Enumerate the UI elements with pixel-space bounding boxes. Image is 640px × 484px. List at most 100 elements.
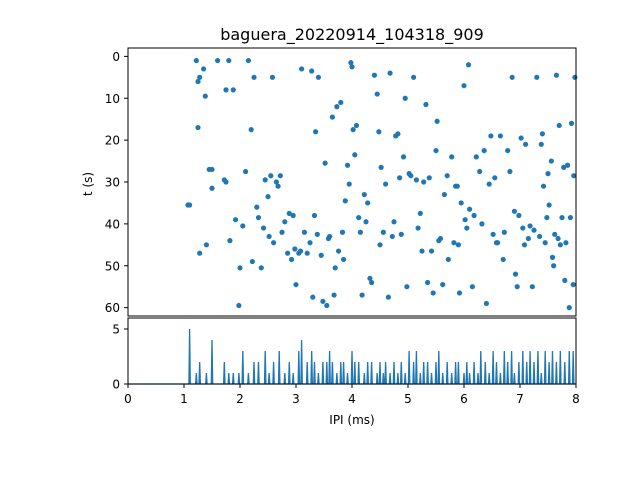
raster-point [546,202,552,208]
raster-point [483,300,489,307]
raster-point [433,147,439,154]
raster-point [288,256,295,263]
raster-point [240,223,246,229]
histogram-y-tick-label: 5 [112,323,120,337]
raster-point [353,122,360,129]
raster-ylabel-group: t (s) [81,172,95,196]
raster-point [223,87,229,93]
raster-y-tick-label: 30 [105,176,120,190]
raster-point [197,250,203,256]
raster-point [369,279,375,286]
raster-point [315,74,321,80]
raster-point [320,298,326,304]
raster-point [561,164,567,170]
raster-point [527,223,533,229]
raster-point [341,256,347,263]
raster-point [314,231,320,237]
raster-point [377,242,383,248]
raster-point [462,217,468,223]
raster-point [464,225,470,231]
raster-point [251,74,257,80]
raster-y-tick-label: 20 [105,134,120,148]
raster-point [226,57,232,64]
raster-point [349,64,355,70]
raster-point [572,74,578,80]
raster-point [273,179,279,185]
raster-point [299,66,305,72]
raster-point [521,242,528,248]
raster-point [195,124,201,131]
raster-point [426,175,432,181]
raster-point [477,168,483,175]
raster-point [437,235,444,242]
raster-point [444,173,450,179]
raster-point [334,104,340,110]
raster-point [209,185,215,191]
raster-point [195,78,201,85]
raster-point [339,229,346,235]
raster-point [548,158,554,164]
raster-point [505,147,511,154]
raster-point [538,141,544,147]
raster-point [568,120,575,126]
raster-point [479,221,485,227]
raster-point [266,233,272,240]
raster-point [338,99,344,106]
raster-y-tick-label: 60 [105,301,120,315]
raster-point [495,240,501,246]
raster-y-ticks: 0 10 20 30 40 50 60 [105,50,128,315]
raster-point [286,210,292,217]
raster-point [350,127,356,133]
raster-point [307,240,313,246]
raster-point [391,219,397,225]
raster-point [329,114,335,120]
raster-point [311,212,318,219]
raster-point [387,70,393,76]
raster-point [518,135,524,141]
raster-point [275,183,281,189]
histogram-x-tick-label: 0 [124,392,132,406]
raster-point [520,225,526,231]
raster-point [285,250,291,256]
raster-point [342,198,348,204]
raster-point [187,202,193,208]
raster-point [509,74,515,80]
histogram-x-tick-label: 1 [180,392,188,406]
raster-point [400,154,407,160]
raster-point [451,240,457,246]
raster-y-tick-label: 0 [112,50,120,64]
raster-point [363,219,369,225]
histogram-y-ticks: 05 [112,323,128,392]
raster-point [290,212,296,219]
raster-point [440,281,446,288]
raster-point [367,275,373,281]
raster-point [374,91,380,97]
raster-point [539,131,546,137]
raster-point [371,72,377,78]
raster-point [193,57,199,64]
raster-point [430,290,436,296]
raster-point [346,181,352,187]
raster-point [277,173,283,179]
raster-y-tick-label: 40 [105,217,120,231]
raster-point [423,101,429,108]
raster-point [255,214,262,221]
raster-point [492,175,498,181]
raster-point [525,235,532,242]
raster-point [376,129,382,135]
raster-point [473,154,479,160]
raster-point [449,154,455,160]
raster-point [566,305,572,311]
raster-point [249,258,255,265]
histogram-x-tick-label: 8 [572,392,580,406]
raster-point [540,183,547,189]
raster-point [557,242,563,248]
raster-point [529,284,535,290]
raster-point [458,200,464,206]
histogram-x-tick-label: 2 [236,392,244,406]
raster-point [545,171,551,177]
raster-point [556,122,562,129]
raster-point [537,233,543,240]
